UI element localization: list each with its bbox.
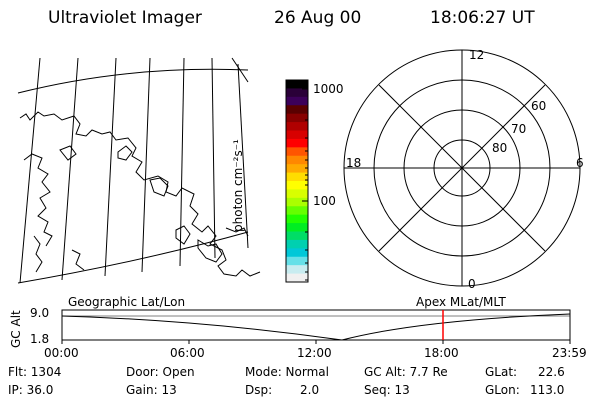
mlt-label-12: 12 [469, 48, 485, 62]
colorbar-tick-100: 100 [313, 194, 336, 208]
glon-value: 113.0 [530, 383, 565, 397]
colorbar-stripe [286, 88, 308, 98]
flight-info: Flt: 1304 [8, 365, 62, 379]
colorbar-stripe [286, 223, 308, 232]
colorbar-stripe [286, 164, 308, 174]
altitude-strip-plot [61, 309, 571, 344]
glat-value: 22.6 [538, 365, 565, 379]
colorbar-stripe [286, 122, 308, 131]
date-label: 26 Aug 00 [274, 8, 362, 28]
time-label: 18:06:27 UT [430, 8, 535, 28]
colorbar-stripe [286, 206, 308, 216]
colorbar-stripe [286, 113, 308, 123]
gain-info: Gain: 13 [126, 383, 177, 397]
colorbar-stripe [286, 181, 308, 190]
colorbar-stripe [286, 138, 308, 148]
strip-y-tick-high: 9.0 [30, 306, 50, 320]
geographic-map [17, 57, 261, 284]
strip-x-tick-0: 00:00 [44, 346, 79, 360]
lat-label-80: 80 [492, 141, 508, 155]
lat-label-70: 70 [511, 122, 527, 136]
colorbar-stripe [286, 214, 308, 224]
colorbar-stripe [286, 80, 308, 89]
colorbar-stripe [286, 147, 308, 157]
polar-grid [343, 49, 581, 287]
glat-label: GLat: [485, 365, 518, 379]
strip-right-label: Apex MLat/MLT [416, 295, 506, 309]
colorbar-stripe [286, 256, 308, 266]
colorbar-stripe [286, 239, 308, 249]
strip-y-tick-low: 1.8 [30, 332, 50, 346]
colorbar-stripe [286, 197, 308, 207]
gc-alt-info: GC Alt: 7.7 Re [364, 365, 448, 379]
colorbar-stripe [286, 273, 308, 283]
dsp-value: 2.0 [300, 383, 320, 397]
strip-x-tick-3: 18:00 [424, 346, 459, 360]
colorbar-stripe [286, 105, 308, 115]
colorbar-stripe [286, 248, 308, 258]
glon-label: GLon: [485, 383, 520, 397]
colorbar-stripe [286, 172, 308, 182]
strip-x-tick-4: 23:59 [552, 346, 587, 360]
colorbar-stripe [286, 130, 308, 140]
mlt-label-0: 0 [468, 277, 476, 291]
colorbar-gradient [286, 80, 308, 283]
colorbar [285, 79, 309, 283]
instrument-title: Ultraviolet Imager [48, 8, 202, 28]
colorbar-stripe [286, 155, 308, 165]
mlt-label-6: 6 [576, 156, 584, 170]
ip-info: IP: 36.0 [8, 383, 54, 397]
mode-info: Mode: Normal [245, 365, 329, 379]
colorbar-stripe [286, 189, 308, 199]
strip-y-axis-label: GC Alt [9, 310, 23, 348]
lat-label-60: 60 [531, 99, 547, 113]
colorbar-stripe [286, 265, 308, 275]
strip-x-tick-1: 06:00 [170, 346, 205, 360]
door-info: Door: Open [126, 365, 195, 379]
strip-left-label: Geographic Lat/Lon [68, 295, 186, 309]
colorbar-unit-label: photon cm⁻²s⁻¹ [231, 139, 245, 232]
colorbar-stripe [286, 96, 308, 106]
dsp-label: Dsp: [245, 383, 273, 397]
seq-info: Seq: 13 [364, 383, 410, 397]
colorbar-tick-1000: 1000 [313, 82, 344, 96]
strip-x-tick-2: 12:00 [297, 346, 332, 360]
mlt-label-18: 18 [346, 156, 362, 170]
colorbar-stripe [286, 231, 308, 241]
